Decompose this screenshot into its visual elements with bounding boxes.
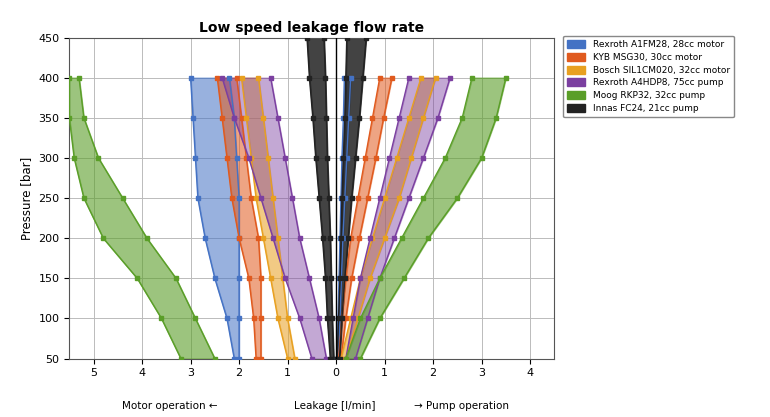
- Legend: Rexroth A1FM28, 28cc motor, KYB MSG30, 30cc motor, Bosch SIL1CM020, 32cc motor, : Rexroth A1FM28, 28cc motor, KYB MSG30, 3…: [563, 35, 735, 118]
- Text: → Pump operation: → Pump operation: [414, 401, 510, 411]
- Text: Motor operation ←: Motor operation ←: [122, 401, 217, 411]
- Text: Leakage [l/min]: Leakage [l/min]: [294, 401, 376, 411]
- Title: Low speed leakage flow rate: Low speed leakage flow rate: [199, 21, 424, 35]
- Y-axis label: Pressure [bar]: Pressure [bar]: [20, 156, 33, 240]
